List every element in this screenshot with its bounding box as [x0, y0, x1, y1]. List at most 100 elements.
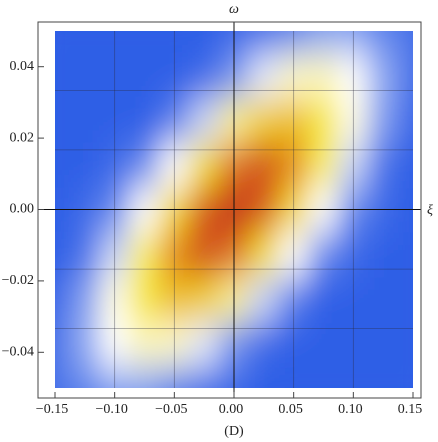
density-cell — [278, 275, 310, 322]
right-axis-label: ξ — [427, 203, 433, 218]
density-cell — [308, 31, 339, 54]
y-tick-label: −0.02 — [2, 273, 34, 288]
y-tick-label: −0.04 — [2, 345, 34, 360]
density-cell — [69, 142, 101, 188]
density-cell — [158, 52, 190, 99]
density-cell — [337, 275, 369, 322]
density-cell — [188, 275, 220, 322]
density-cell — [129, 275, 160, 322]
density-cell — [367, 52, 399, 99]
density-cell — [188, 97, 220, 144]
density-cell — [99, 365, 131, 388]
density-cell — [367, 275, 399, 322]
y-tick-label: 0.04 — [10, 59, 35, 74]
density-cell — [248, 52, 280, 99]
x-tick-label: 0.05 — [278, 402, 303, 417]
density-cell — [367, 320, 399, 367]
density-cell — [55, 320, 71, 367]
density-cell — [188, 231, 220, 277]
density-cell — [337, 31, 369, 54]
density-cell — [158, 97, 190, 144]
density-cell — [99, 31, 131, 54]
density-cell — [99, 320, 131, 367]
density-cell — [188, 142, 220, 188]
density-cell — [55, 275, 71, 322]
density-cell — [158, 275, 190, 322]
density-cell — [129, 97, 160, 144]
density-cell — [337, 52, 369, 99]
density-cell — [99, 231, 131, 277]
density-cell — [248, 97, 280, 144]
density-cell — [69, 320, 101, 367]
x-tick-label: −0.05 — [155, 402, 187, 417]
density-cell — [69, 365, 101, 388]
density-cell — [129, 365, 160, 388]
density-cell — [188, 31, 220, 54]
frame — [37, 21, 422, 399]
y-tick-label: 0.00 — [10, 202, 35, 217]
density-cell — [55, 52, 71, 99]
density-cell — [99, 97, 131, 144]
density-cell — [337, 97, 369, 144]
top-axis-label: ω — [229, 2, 239, 17]
density-cell — [397, 231, 413, 277]
density-cell — [158, 320, 190, 367]
density-cell — [69, 31, 101, 54]
density-cell — [248, 320, 280, 367]
density-cell — [55, 365, 71, 388]
density-cell — [278, 97, 310, 144]
density-cell — [367, 365, 399, 388]
density-cell — [397, 365, 413, 388]
density-cell — [248, 31, 280, 54]
density-cell — [308, 365, 339, 388]
overlay: −0.15 −0.10 −0.05 0.00 0.05 0.10 0.15 −0.04 −0.0… — [2, 22, 423, 417]
density-cell — [129, 52, 160, 99]
density-cell — [158, 142, 190, 188]
density-cell — [248, 142, 280, 188]
y-tick-label: 0.02 — [10, 130, 35, 145]
density-cell — [69, 275, 101, 322]
density-cell — [55, 142, 71, 188]
density-cell — [248, 231, 280, 277]
density-cell — [99, 275, 131, 322]
density-cell — [367, 31, 399, 54]
density-cell — [308, 97, 339, 144]
density-cell — [248, 275, 280, 322]
density-cell — [278, 365, 310, 388]
density-cell — [188, 365, 220, 388]
density-cell — [397, 320, 413, 367]
density-cell — [278, 320, 310, 367]
density-cell — [158, 231, 190, 277]
density-cell — [337, 231, 369, 277]
density-cell — [278, 142, 310, 188]
density-cell — [99, 52, 131, 99]
density-cell — [337, 365, 369, 388]
density-cell — [397, 275, 413, 322]
density-cell — [308, 320, 339, 367]
caption: (D) — [224, 424, 244, 439]
density-cell — [99, 142, 131, 188]
density-cell — [69, 52, 101, 99]
density-cell — [129, 320, 160, 367]
density-cell — [55, 97, 71, 144]
density-cell — [308, 142, 339, 188]
density-cell — [397, 31, 413, 54]
density-cell — [278, 31, 310, 54]
density-cell — [367, 97, 399, 144]
density-cell — [188, 320, 220, 367]
density-cell — [397, 52, 413, 99]
x-tick-label: 0.15 — [398, 402, 423, 417]
density-cell — [69, 97, 101, 144]
density-cell — [397, 97, 413, 144]
density-cell — [158, 31, 190, 54]
density-cell — [308, 275, 339, 322]
density-cell — [278, 52, 310, 99]
density-cell — [55, 231, 71, 277]
density-cell — [337, 320, 369, 367]
density-cell — [397, 142, 413, 188]
density-cell — [129, 231, 160, 277]
x-tick-label: 0.00 — [219, 402, 244, 417]
density-cell — [69, 231, 101, 277]
x-tick-label: −0.10 — [95, 402, 127, 417]
